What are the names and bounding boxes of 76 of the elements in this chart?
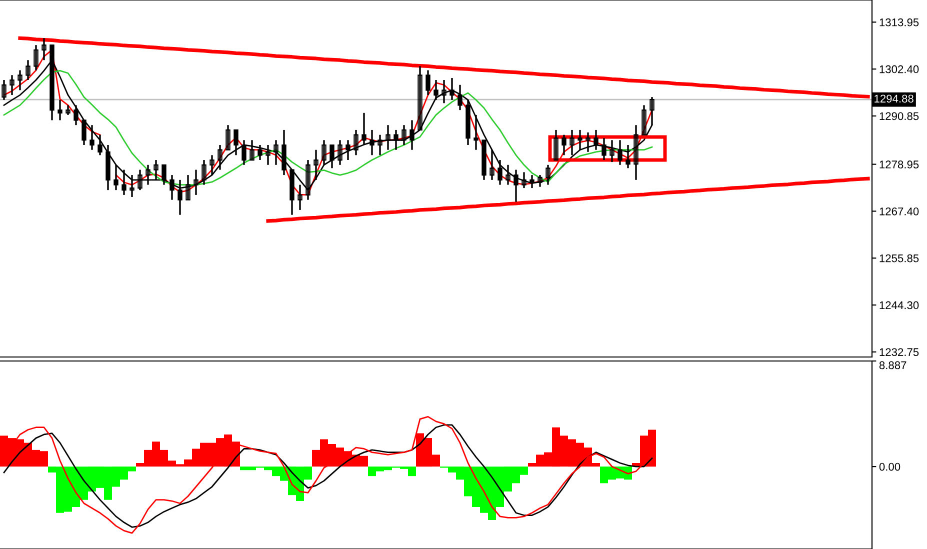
candlestick	[26, 59, 30, 81]
candlestick	[98, 134, 102, 156]
y-tick-label: 1290.85	[880, 112, 919, 120]
candlestick	[314, 149, 318, 181]
candlestick	[506, 164, 510, 186]
candlestick	[298, 184, 302, 211]
candlestick	[498, 159, 502, 186]
candlestick	[602, 137, 606, 161]
candlestick	[642, 104, 646, 136]
candlestick	[338, 139, 342, 166]
candlestick	[562, 134, 566, 156]
candlestick	[410, 119, 414, 151]
y-tick-label: 1267.40	[880, 207, 919, 216]
candlestick	[274, 139, 278, 166]
candlestick	[378, 134, 382, 156]
candlestick	[538, 174, 542, 188]
candlestick	[234, 129, 238, 156]
candlestick	[10, 74, 14, 96]
candlestick	[370, 129, 374, 156]
candlestick	[362, 112, 366, 146]
candlestick	[474, 114, 478, 151]
line-series	[18, 36, 870, 98]
candlestick	[146, 164, 150, 186]
candlestick	[322, 139, 326, 166]
candlestick	[490, 149, 494, 181]
candlestick	[266, 144, 270, 166]
candlestick	[250, 139, 254, 161]
candlestick	[594, 129, 598, 151]
candlestick	[450, 77, 454, 101]
candlestick	[458, 84, 462, 111]
y-tick-label: 0.00	[879, 462, 900, 471]
candlestick	[58, 99, 62, 122]
y-tick-label: 1255.85	[880, 254, 919, 262]
candlestick	[554, 129, 558, 161]
y-tick-label: 1244.30	[880, 301, 919, 310]
candlestick	[618, 139, 622, 166]
candlestick	[434, 79, 438, 101]
candlestick	[570, 129, 574, 156]
candlestick	[354, 129, 358, 156]
line-series	[266, 176, 870, 223]
candlestick	[82, 119, 86, 146]
candlestick	[226, 124, 230, 151]
candlestick	[258, 144, 262, 161]
candlestick	[546, 164, 550, 186]
y-tick-label: 1313.95	[880, 18, 919, 26]
candlestick	[162, 164, 166, 186]
candlestick	[34, 44, 38, 72]
y-tick-label: 1278.95	[880, 160, 919, 168]
candlestick	[2, 79, 6, 101]
candlestick	[210, 154, 214, 176]
candlestick	[74, 104, 78, 126]
candlestick	[578, 129, 582, 151]
candlestick	[402, 124, 406, 146]
candlestick	[42, 37, 46, 61]
candlestick	[418, 65, 422, 131]
candlestick	[442, 79, 446, 104]
candlestick	[626, 144, 630, 169]
candlestick	[634, 124, 638, 181]
candlestick	[346, 139, 350, 161]
y-tick-label: 1302.40	[880, 65, 919, 74]
candlestick	[90, 124, 94, 151]
candlestick	[66, 104, 70, 116]
candlestick	[426, 69, 430, 96]
candlestick	[202, 159, 206, 186]
candlestick	[242, 139, 246, 166]
ref-line-label: 1294.88	[874, 94, 914, 103]
candlestick	[586, 132, 590, 153]
candlestick	[394, 129, 398, 151]
candlestick	[330, 144, 334, 169]
candlestick	[386, 124, 390, 151]
candlestick	[610, 139, 614, 163]
y-tick-label: 8.887	[879, 361, 906, 370]
candlestick	[18, 69, 22, 91]
y-tick-label: 1232.75	[880, 348, 919, 356]
candlestick	[154, 159, 158, 181]
candlestick	[218, 144, 222, 171]
